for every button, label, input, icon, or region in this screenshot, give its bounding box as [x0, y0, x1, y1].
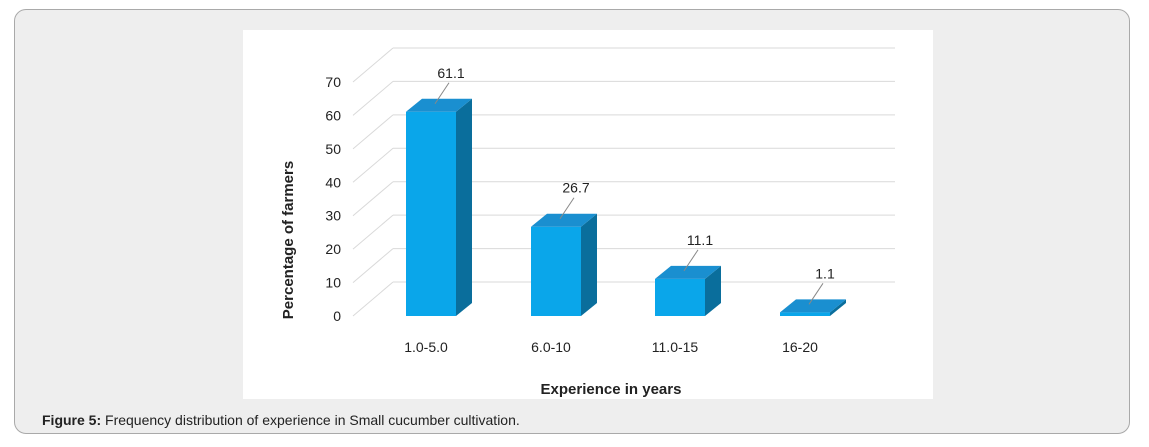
bar-top — [655, 265, 721, 279]
bar-top — [406, 98, 472, 112]
figure-number: Figure 5: — [42, 412, 102, 428]
y-tick-label: 10 — [325, 275, 341, 291]
gridline-diagonal — [352, 214, 394, 250]
bar-top — [780, 299, 846, 313]
bar — [406, 98, 472, 316]
y-tick-label: 0 — [333, 308, 341, 324]
data-label-leader — [683, 249, 699, 272]
data-label-leader — [808, 283, 824, 305]
figure-caption: Figure 5: Frequency distribution of expe… — [42, 412, 520, 428]
bar — [531, 213, 597, 316]
y-tick-label: 30 — [325, 208, 341, 224]
gridlines — [352, 47, 895, 317]
data-labels: 61.1 26.7 11.1 1.1 — [434, 65, 835, 305]
gridline-diagonal — [352, 248, 394, 283]
bar-side — [581, 213, 597, 316]
chart-area: 0 10 20 30 40 50 60 70 61.1 26.7 11.1 1.1 1.0-5.0 6… — [243, 30, 933, 399]
figure-caption-text: Frequency distribution of experience in … — [101, 412, 520, 428]
bar-front — [531, 226, 581, 316]
y-tick-label: 40 — [325, 174, 341, 190]
x-tick-label: 16-20 — [782, 339, 818, 355]
bar-top — [531, 213, 597, 227]
data-label: 61.1 — [437, 65, 464, 81]
gridline-diagonal — [352, 181, 394, 217]
x-tick-label: 6.0-10 — [531, 339, 571, 355]
x-tick-label: 11.0-15 — [652, 339, 699, 355]
gridline-diagonal — [352, 47, 394, 83]
gridline-diagonal — [352, 114, 394, 150]
data-label-leader — [559, 197, 575, 220]
bar-side — [456, 98, 472, 316]
y-axis-title: Percentage of farmers — [280, 161, 297, 319]
y-tick-label: 50 — [325, 141, 341, 157]
data-label: 11.1 — [687, 232, 713, 248]
bar-front — [655, 278, 705, 316]
bar — [780, 299, 846, 316]
bar-front — [780, 312, 830, 316]
data-label: 26.7 — [562, 180, 589, 196]
gridline-diagonal — [352, 147, 394, 183]
gridline-diagonal — [352, 81, 394, 116]
bar-side — [705, 265, 721, 316]
data-label: 1.1 — [815, 265, 835, 281]
y-tick-labels: 0 10 20 30 40 50 60 70 — [325, 74, 341, 324]
bars — [406, 98, 846, 316]
y-tick-label: 60 — [325, 107, 341, 123]
bar-side — [830, 299, 846, 316]
y-tick-label: 70 — [325, 74, 341, 90]
bar-front — [406, 111, 456, 316]
gridline-diagonal — [352, 281, 394, 317]
x-tick-labels: 1.0-5.0 6.0-10 11.0-15 16-20 — [404, 339, 818, 355]
data-label-leader — [434, 82, 450, 105]
figure-panel: 0 10 20 30 40 50 60 70 61.1 26.7 11.1 1.1 1.0-5.0 6… — [14, 9, 1130, 434]
x-tick-label: 1.0-5.0 — [404, 339, 448, 355]
bar-chart: 0 10 20 30 40 50 60 70 61.1 26.7 11.1 1.1 1.0-5.0 6… — [280, 47, 895, 398]
x-axis-title: Experience in years — [541, 381, 682, 398]
y-tick-label: 20 — [325, 241, 341, 257]
bar — [655, 265, 721, 316]
